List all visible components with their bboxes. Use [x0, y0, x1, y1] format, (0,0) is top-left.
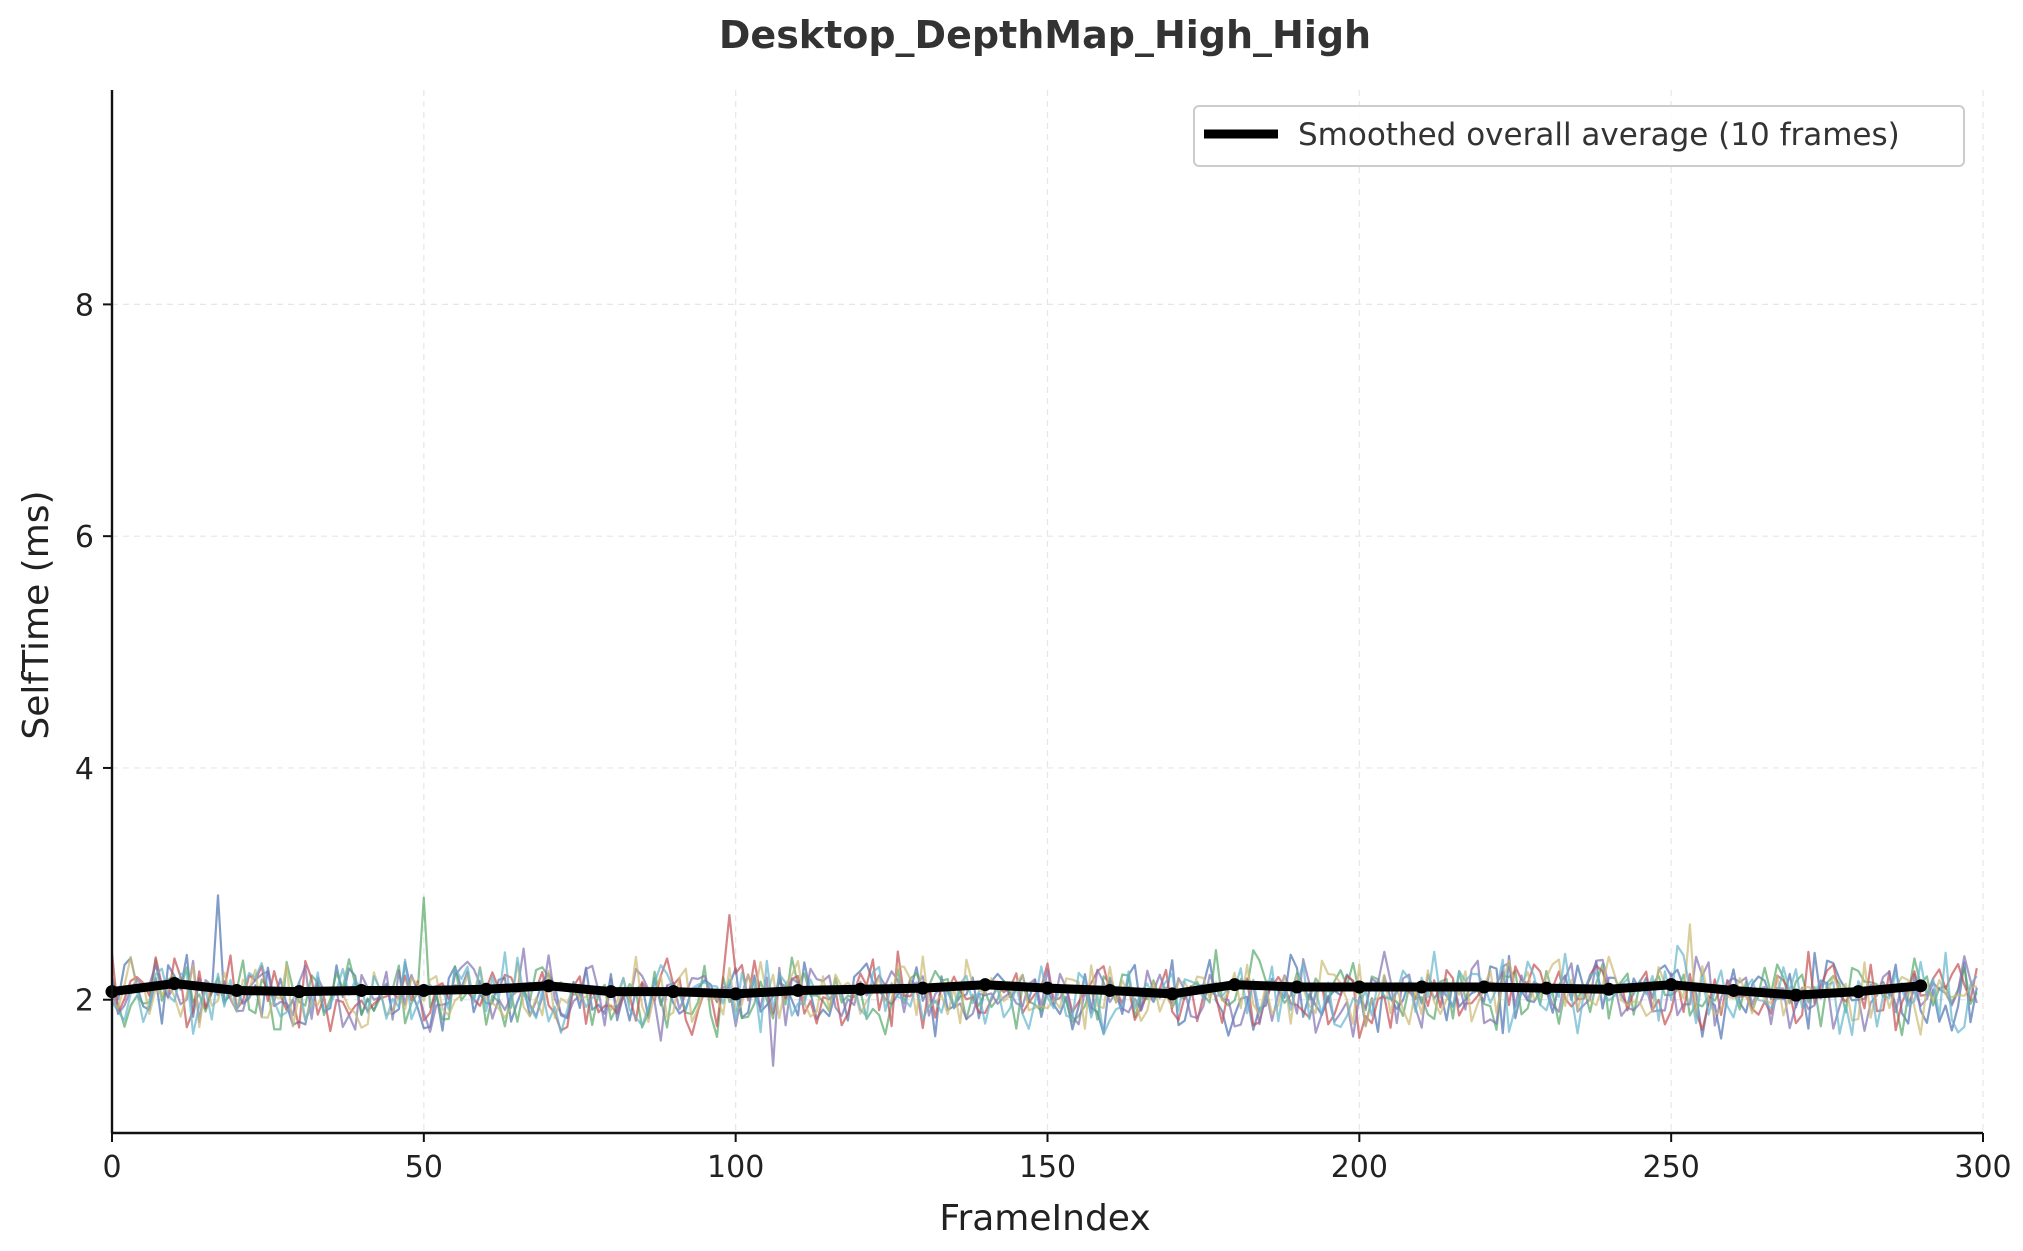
smoothed-average-point — [1165, 987, 1179, 1001]
y-tick-label: 8 — [75, 288, 94, 323]
raw-series-line-2 — [110, 896, 1978, 1038]
smoothed-average-point — [1727, 983, 1741, 997]
smoothed-average-point — [791, 983, 805, 997]
x-axis-label: FrameIndex — [939, 1198, 1150, 1239]
smoothed-average-point — [1539, 981, 1553, 995]
smoothed-average-point — [729, 987, 743, 1001]
smoothed-average-point — [1914, 979, 1928, 993]
smoothed-average-point — [1602, 982, 1616, 996]
legend: Smoothed overall average (10 frames) — [1193, 105, 1965, 167]
y-tick-label: 6 — [75, 520, 94, 555]
smoothed-average-point — [1415, 980, 1429, 994]
smoothed-average-point — [1352, 980, 1366, 994]
smoothed-average-point — [1103, 983, 1117, 997]
smoothed-average-point — [1789, 988, 1803, 1002]
chart-title: Desktop_DepthMap_High_High — [719, 13, 1371, 57]
smoothed-average-point — [292, 985, 306, 999]
smoothed-average-point — [1290, 980, 1304, 994]
x-tick-label: 250 — [1643, 1150, 1700, 1185]
x-tick-label: 100 — [707, 1150, 764, 1185]
smoothed-average-point — [417, 983, 431, 997]
smoothed-average-point — [916, 981, 930, 995]
smoothed-average-point — [354, 983, 368, 997]
average-series-group — [105, 977, 1928, 1002]
raw-series-line-3 — [110, 914, 1978, 1039]
y-tick-label: 2 — [75, 984, 94, 1019]
x-tick-label: 0 — [102, 1150, 121, 1185]
ticks: 0 50 100 150 200 250 300 2 4 6 8 — [75, 288, 2012, 1185]
smoothed-average-point — [1041, 981, 1054, 995]
smoothed-average-point — [1664, 978, 1678, 992]
y-axis-label: SelfTime (ms) — [16, 490, 57, 739]
x-tick-label: 50 — [405, 1150, 443, 1185]
grid — [111, 90, 1984, 1133]
legend-label-smoothed-average: Smoothed overall average (10 frames) — [1298, 117, 1900, 153]
smoothed-average-point — [1228, 978, 1242, 992]
smoothed-average-line — [107, 979, 1926, 1000]
smoothed-average-point — [853, 982, 867, 996]
smoothed-average-point — [666, 985, 680, 999]
smoothed-average-point — [230, 983, 244, 997]
smoothed-average-point — [542, 979, 556, 993]
smoothed-average-point — [1477, 980, 1491, 994]
legend-frame — [1193, 105, 1965, 167]
smoothed-average-point — [1851, 985, 1865, 999]
x-tick-label: 300 — [1954, 1150, 2011, 1185]
raw-series-group — [110, 894, 1978, 1067]
x-tick-label: 150 — [1019, 1150, 1076, 1185]
y-tick-label: 4 — [75, 752, 94, 787]
smoothed-average-point — [479, 982, 493, 996]
smoothed-average-point — [604, 985, 618, 999]
x-tick-label: 200 — [1331, 1150, 1388, 1185]
smoothed-average-point — [978, 978, 992, 992]
smoothed-average-point — [167, 977, 181, 991]
